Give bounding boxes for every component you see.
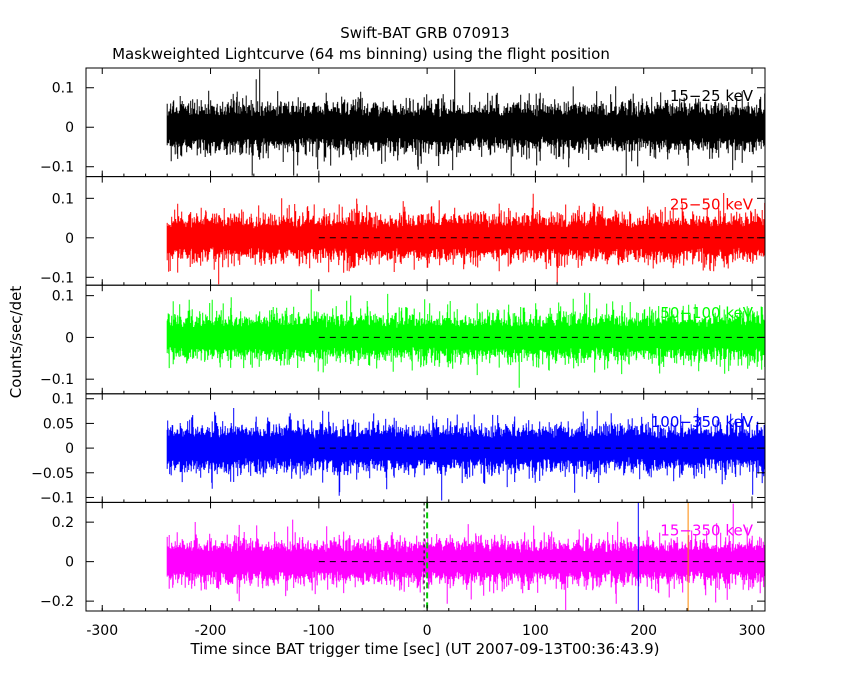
chart-title: Swift-BAT GRB 070913 [340, 24, 509, 42]
panel-plot-area [166, 193, 765, 285]
y-tick-label: 0.1 [52, 289, 74, 305]
frames-layer [85, 67, 766, 612]
y-tick-label: −0.1 [40, 490, 74, 506]
data-layer [166, 69, 765, 611]
labels-layer: 0.1 0 −0.1 15−25 keV 0.1 0 −0.1 25−50 keV 0.1 0 −0… [31, 81, 765, 639]
y-axis-title: Counts/sec/det [7, 286, 25, 399]
x-tick-label: -200 [195, 623, 227, 639]
y-tick-label: 0.05 [43, 416, 74, 432]
panel-plot-area [166, 502, 765, 611]
y-tick-label: −0.1 [40, 372, 74, 388]
band-label: 15−350 keV [660, 521, 753, 539]
y-tick-label: 0 [65, 330, 74, 346]
y-tick-label: 0.2 [52, 515, 74, 531]
y-tick-label: 0.1 [52, 392, 74, 408]
panel-frame [85, 501, 766, 612]
y-tick-label: 0.1 [52, 191, 74, 207]
panel-1 [166, 69, 765, 176]
x-tick-label: 100 [522, 623, 549, 639]
y-tick-label: 0 [65, 120, 74, 136]
series-100-350-kev [166, 407, 765, 501]
panel-5 [166, 502, 765, 611]
band-label: 15−25 keV [670, 87, 754, 105]
series-50-100-kev [166, 289, 765, 388]
series-15-25-kev [166, 69, 765, 176]
y-tick-label: 0.1 [52, 81, 74, 97]
y-tick-label: −0.1 [40, 160, 74, 176]
panel-2 [166, 193, 765, 285]
x-tick-label: 0 [423, 623, 432, 639]
panel-plot-area [166, 289, 765, 388]
band-label: 25−50 keV [670, 196, 754, 214]
panel-4 [166, 407, 765, 501]
y-tick-label: 0 [65, 555, 74, 571]
band-label: 50−100 keV [660, 304, 753, 322]
band-label: 100−350 keV [651, 413, 754, 431]
x-tick-label: 200 [630, 623, 657, 639]
y-tick-label: 0 [65, 231, 74, 247]
x-tick-label: -100 [303, 623, 335, 639]
series-15-350-kev [166, 503, 765, 610]
x-axis-title: Time since BAT trigger time [sec] (UT 20… [190, 640, 660, 658]
x-tick-label: 300 [739, 623, 766, 639]
chart-subtitle: Maskweighted Lightcurve (64 ms binning) … [112, 45, 610, 63]
y-tick-label: −0.1 [40, 270, 74, 286]
panel-plot-area [166, 407, 765, 501]
panel-plot-area [166, 69, 765, 176]
y-tick-label: 0 [65, 441, 74, 457]
x-tick-label: -300 [86, 623, 118, 639]
panel-3 [166, 289, 765, 388]
y-tick-label: −0.2 [40, 594, 74, 610]
y-tick-label: −0.05 [31, 466, 74, 482]
